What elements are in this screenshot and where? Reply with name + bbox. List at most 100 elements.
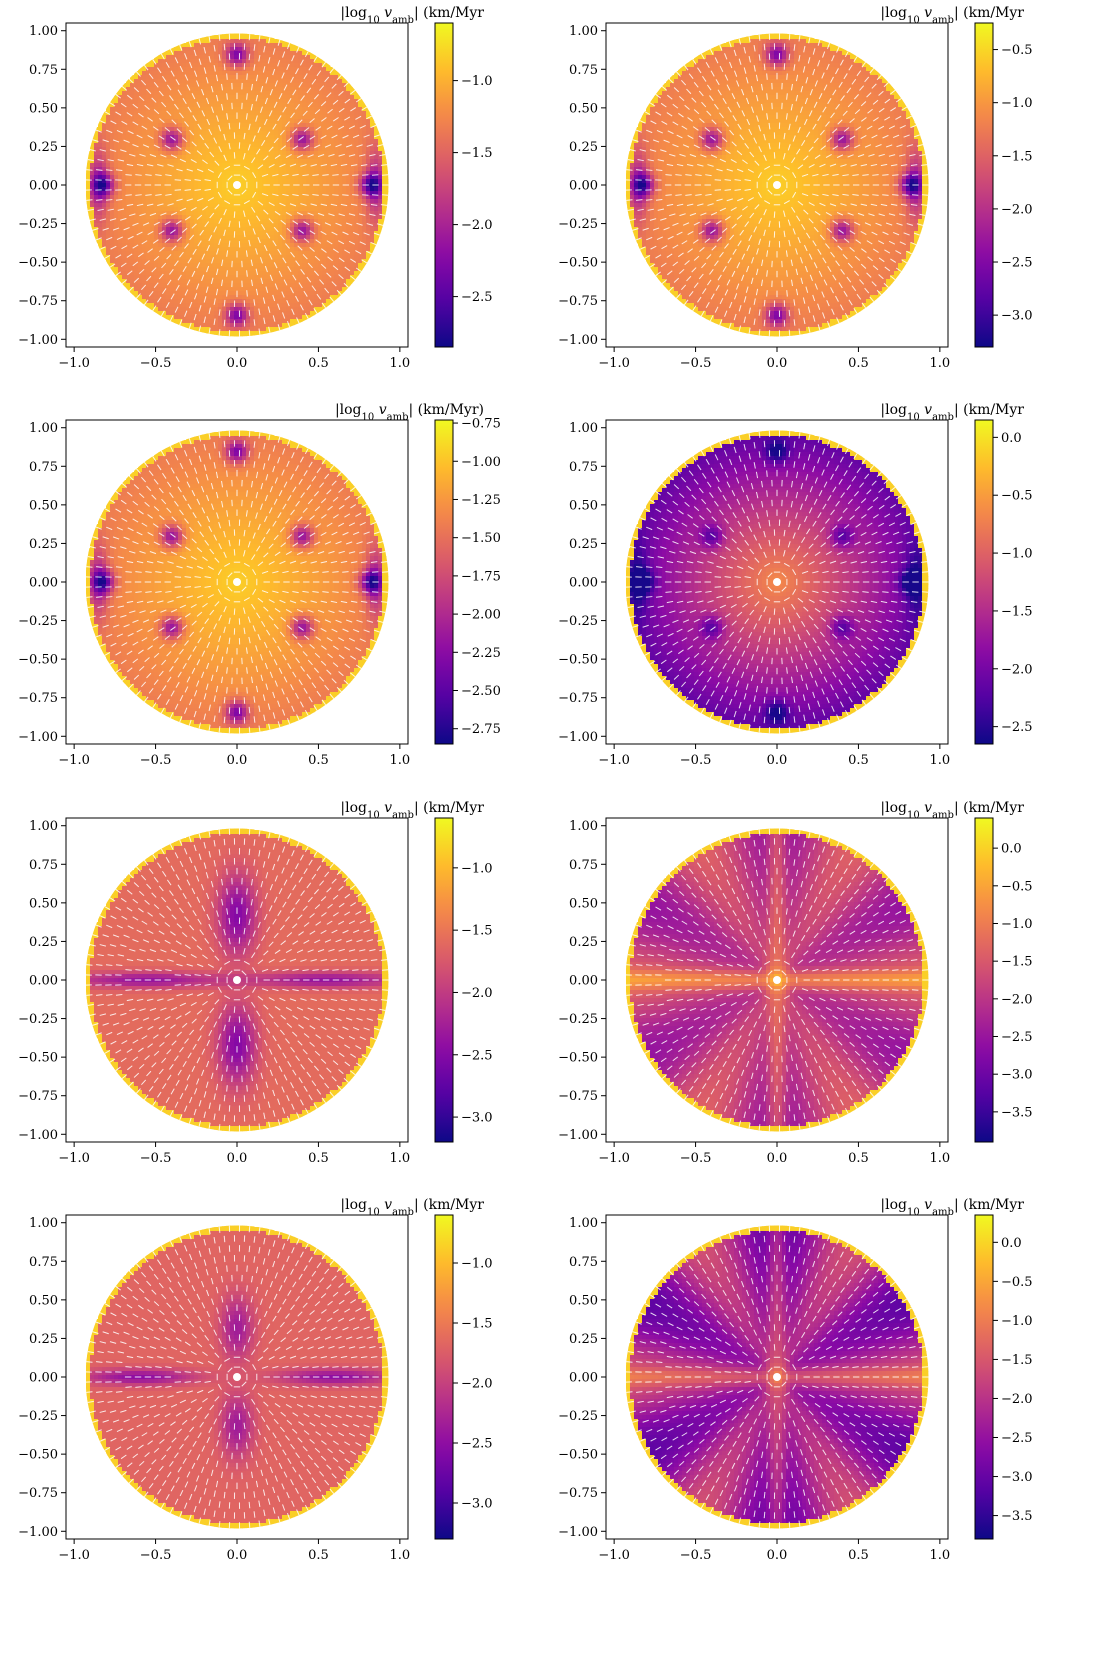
vector-arrow: [274, 154, 281, 159]
heatmap-cell: [282, 43, 287, 48]
vector-arrow: [303, 221, 310, 226]
heatmap-cell: [150, 95, 155, 100]
heatmap-cell: [230, 123, 235, 128]
heatmap-cell: [210, 215, 215, 220]
heatmap-cell: [102, 167, 107, 172]
heatmap-cell: [254, 67, 259, 72]
heatmap-cell: [362, 227, 367, 232]
heatmap-cell: [150, 127, 155, 132]
heatmap-cell: [262, 187, 267, 192]
heatmap-cell: [326, 259, 331, 264]
heatmap-cell: [266, 311, 271, 316]
heatmap-cell: [126, 87, 131, 92]
heatmap-cell: [198, 43, 203, 48]
vector-arrow: [307, 262, 313, 269]
heatmap-cell: [262, 323, 267, 328]
heatmap-cell: [182, 151, 187, 156]
heatmap-cell: [230, 231, 235, 236]
heatmap-cell: [122, 179, 127, 184]
heatmap-cell: [206, 123, 211, 128]
heatmap-cell: [370, 247, 375, 252]
vector-arrow: [147, 248, 153, 253]
heatmap-cell: [238, 131, 243, 136]
vector-arrow: [228, 240, 231, 248]
heatmap-cell: [118, 183, 123, 188]
heatmap-cell: [362, 103, 367, 108]
heatmap-cell: [338, 187, 343, 192]
heatmap-cell: [298, 187, 303, 192]
heatmap-cell: [370, 187, 375, 192]
heatmap-cell: [230, 95, 235, 100]
heatmap-cell: [266, 191, 271, 196]
heatmap-cell: [254, 51, 259, 56]
heatmap-cell: [210, 287, 215, 292]
vector-arrow: [274, 80, 278, 87]
vector-arrow: [312, 174, 319, 176]
heatmap-cell: [270, 207, 275, 212]
heatmap-cell: [242, 35, 247, 40]
heatmap-cell: [134, 283, 139, 288]
heatmap-cell: [154, 63, 159, 68]
heatmap-cell: [238, 315, 243, 320]
heatmap-cell: [270, 91, 275, 96]
heatmap-cell: [274, 71, 279, 76]
heatmap-cell: [274, 55, 279, 60]
heatmap-cell: [294, 275, 299, 280]
heatmap-cell: [366, 151, 371, 156]
heatmap-cell: [130, 291, 135, 296]
heatmap-cell: [186, 255, 191, 260]
heatmap-cell: [346, 91, 351, 96]
heatmap-cell: [330, 239, 335, 244]
heatmap-cell: [182, 139, 187, 144]
heatmap-cell: [250, 127, 255, 132]
heatmap-cell: [162, 199, 167, 204]
heatmap-cell: [350, 255, 355, 260]
heatmap-cell: [234, 335, 239, 337]
vector-arrow: [146, 163, 154, 167]
heatmap-cell: [246, 295, 251, 300]
heatmap-cell: [178, 167, 183, 172]
heatmap-cell: [262, 55, 267, 60]
heatmap-cell: [110, 151, 115, 156]
heatmap-cell: [194, 43, 199, 48]
heatmap-cell: [274, 251, 279, 256]
heatmap-cell: [278, 175, 283, 180]
heatmap-cell: [374, 219, 379, 224]
heatmap-cell: [250, 179, 255, 184]
heatmap-cell: [106, 211, 111, 216]
vector-arrow: [297, 245, 303, 251]
vector-arrow: [268, 253, 273, 260]
heatmap-cell: [130, 271, 135, 276]
heatmap-cell: [218, 175, 223, 180]
heatmap-cell: [162, 303, 167, 308]
heatmap-cell: [174, 151, 179, 156]
vector-arrow: [139, 153, 146, 157]
heatmap-cell: [314, 295, 319, 300]
heatmap-cell: [250, 211, 255, 216]
heatmap-cell: [134, 275, 139, 280]
heatmap-cell: [302, 243, 307, 248]
heatmap-cell: [206, 291, 211, 296]
heatmap-cell: [298, 103, 303, 108]
heatmap-cell: [314, 283, 319, 288]
heatmap-cell: [114, 187, 119, 192]
heatmap-cell: [214, 155, 219, 160]
heatmap-cell: [358, 103, 363, 108]
heatmap-cell: [278, 103, 283, 108]
vector-arrow: [252, 135, 256, 142]
heatmap-cell: [250, 271, 255, 276]
heatmap-cell: [294, 203, 299, 208]
heatmap-cell: [250, 95, 255, 100]
heatmap-cell: [162, 163, 167, 168]
heatmap-cell: [346, 119, 351, 124]
vector-arrow: [303, 144, 310, 149]
heatmap-cell: [142, 239, 147, 244]
heatmap-cell: [182, 243, 187, 248]
heatmap-cell: [114, 263, 119, 268]
heatmap-cell: [234, 283, 239, 288]
heatmap-cell: [270, 167, 275, 172]
heatmap-cell: [174, 83, 179, 88]
heatmap-cell: [218, 35, 223, 40]
heatmap-cell: [250, 87, 255, 92]
heatmap-cell: [158, 267, 163, 272]
